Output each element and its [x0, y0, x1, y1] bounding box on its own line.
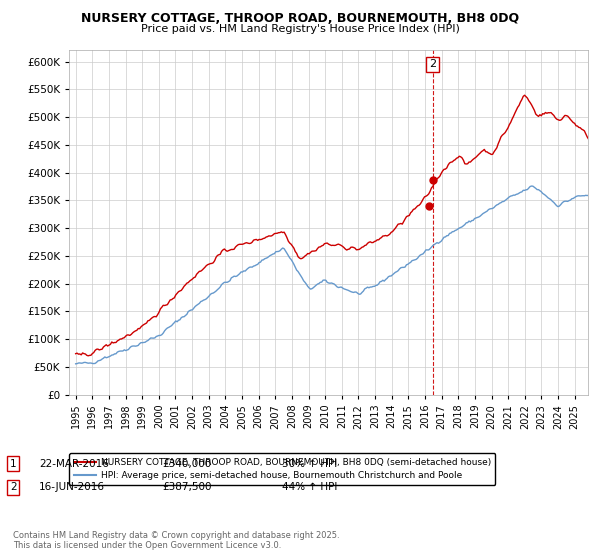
Text: Price paid vs. HM Land Registry's House Price Index (HPI): Price paid vs. HM Land Registry's House … [140, 24, 460, 34]
Text: £387,500: £387,500 [162, 482, 212, 492]
Text: 30% ↑ HPI: 30% ↑ HPI [282, 459, 337, 469]
Text: 16-JUN-2016: 16-JUN-2016 [39, 482, 105, 492]
Legend: NURSERY COTTAGE, THROOP ROAD, BOURNEMOUTH, BH8 0DQ (semi-detached house), HPI: A: NURSERY COTTAGE, THROOP ROAD, BOURNEMOUT… [69, 454, 496, 485]
Text: £340,000: £340,000 [162, 459, 211, 469]
Text: 44% ↑ HPI: 44% ↑ HPI [282, 482, 337, 492]
Text: 1: 1 [10, 459, 17, 469]
Text: 2: 2 [10, 482, 17, 492]
Text: 2: 2 [429, 59, 436, 69]
Text: 22-MAR-2016: 22-MAR-2016 [39, 459, 109, 469]
Text: NURSERY COTTAGE, THROOP ROAD, BOURNEMOUTH, BH8 0DQ: NURSERY COTTAGE, THROOP ROAD, BOURNEMOUT… [81, 12, 519, 25]
Text: Contains HM Land Registry data © Crown copyright and database right 2025.
This d: Contains HM Land Registry data © Crown c… [13, 531, 340, 550]
